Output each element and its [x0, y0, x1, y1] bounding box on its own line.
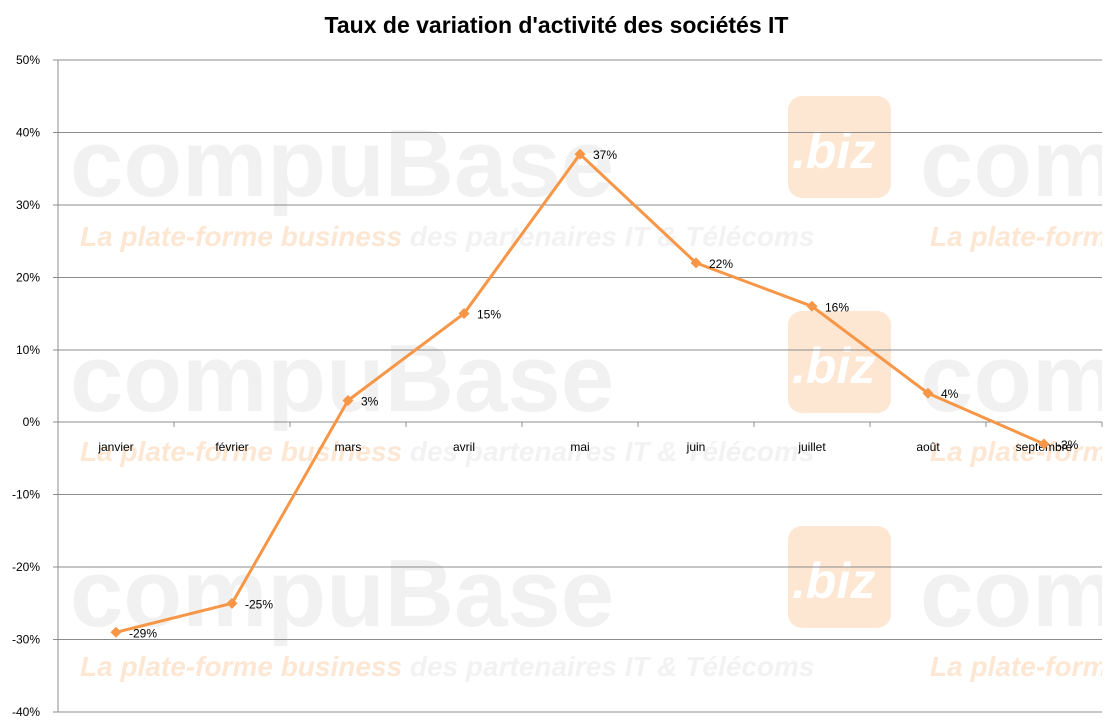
data-point-marker: [1038, 438, 1050, 450]
watermark-brand: compuBase: [70, 325, 614, 432]
watermark-brand: compuBase: [70, 110, 614, 217]
data-label: 15%: [477, 308, 501, 322]
watermark-brand: compuBase: [70, 540, 614, 647]
x-category-label: août: [916, 440, 940, 454]
data-point-marker: [226, 597, 238, 609]
data-label: 16%: [825, 300, 849, 314]
y-tick-label: -20%: [12, 560, 40, 574]
data-point-marker: [342, 394, 354, 406]
y-axis-ticks: 50% 40% 30% 20% 10% 0% -10% -20% -30% -40%: [12, 53, 40, 719]
data-labels: -29% -25% 3% 15% 37% 22% 16% 4% -3%: [129, 148, 1079, 640]
watermark-tagline: La plate-forme business des partenaires …: [80, 436, 814, 467]
series: [110, 148, 1050, 638]
y-tick-label: 10%: [16, 343, 40, 357]
watermark-badge-text: .biz: [792, 553, 875, 609]
y-tick-label: 50%: [16, 53, 40, 67]
x-category-label: mai: [570, 440, 589, 454]
watermark-tagline: La plate-forme business des partenaires …: [930, 436, 1113, 467]
watermark-tagline: La plate-forme business des partenaires …: [930, 221, 1113, 252]
data-point-marker: [110, 626, 122, 638]
data-point-marker: [922, 387, 934, 399]
gridlines: [53, 59, 1103, 713]
data-label: -3%: [1057, 438, 1079, 452]
watermark-badge: [788, 311, 891, 413]
x-category-label: juillet: [797, 440, 826, 454]
x-category-label: janvier: [97, 440, 133, 454]
data-label: 3%: [361, 394, 379, 408]
watermark-brand: compuBase: [920, 540, 1113, 647]
y-tick-label: 0%: [23, 415, 41, 429]
y-tick-label: 30%: [16, 198, 40, 212]
x-axis-categories: janvier février mars avril mai juin juillet aoû…: [97, 440, 1072, 454]
data-point-marker: [458, 308, 470, 320]
watermark-brand: compuBase: [920, 325, 1113, 432]
y-tick-label: 40%: [16, 125, 40, 139]
watermark-tagline: La plate-forme business des partenaires …: [930, 651, 1113, 682]
y-tick-label: -10%: [12, 488, 40, 502]
data-point-marker: [574, 148, 586, 160]
watermark-badge: [788, 96, 891, 198]
data-label: 22%: [709, 257, 733, 271]
watermark-tagline: La plate-forme business des partenaires …: [80, 221, 814, 252]
watermark: compuBase .biz La plate-forme business des…: [70, 96, 1113, 682]
x-category-label: mars: [335, 440, 362, 454]
watermark-badge: [788, 526, 891, 628]
data-point-marker: [806, 300, 818, 312]
x-category-label: février: [215, 440, 248, 454]
y-tick-label: -30%: [12, 633, 40, 647]
x-category-label: juin: [686, 440, 706, 454]
watermark-badge-text: .biz: [792, 338, 875, 394]
x-category-label: avril: [453, 440, 475, 454]
watermark-brand: compuBase: [920, 110, 1113, 217]
y-tick-label: 20%: [16, 270, 40, 284]
watermark-tagline: La plate-forme business des partenaires …: [80, 651, 814, 682]
data-label: -25%: [245, 597, 273, 611]
data-label: 37%: [593, 148, 617, 162]
data-point-marker: [690, 257, 702, 269]
data-label: 4%: [941, 387, 959, 401]
y-tick-label: -40%: [12, 705, 40, 719]
chart-title: Taux de variation d'activité des société…: [324, 12, 789, 38]
data-label: -29%: [129, 626, 157, 640]
watermark-badge-text: .biz: [792, 123, 875, 179]
